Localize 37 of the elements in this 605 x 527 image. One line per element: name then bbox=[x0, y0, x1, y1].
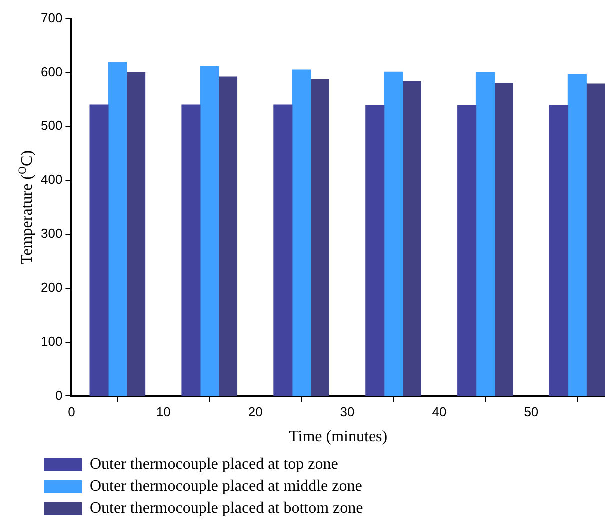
bar bbox=[458, 105, 477, 396]
bar bbox=[182, 104, 201, 396]
y-tick-label: 600 bbox=[40, 64, 63, 80]
y-tick-label: 0 bbox=[55, 388, 63, 403]
y-tick-label: 200 bbox=[40, 280, 63, 295]
bar bbox=[274, 104, 293, 396]
bar bbox=[384, 72, 404, 396]
x-tick-label: 0 bbox=[68, 404, 76, 420]
y-axis-title: Temperature (OC) bbox=[16, 150, 36, 264]
x-tick-label: 40 bbox=[432, 404, 447, 420]
legend-label: Outer thermocouple placed at middle zone bbox=[90, 478, 362, 496]
x-axis-title: Time (minutes) bbox=[289, 428, 388, 446]
bar bbox=[200, 66, 220, 396]
x-tick-label: 10 bbox=[156, 404, 171, 420]
bar bbox=[476, 72, 495, 396]
bar bbox=[366, 105, 385, 396]
bar bbox=[218, 76, 238, 396]
bar bbox=[402, 82, 422, 396]
legend-label: Outer thermocouple placed at top zone bbox=[90, 456, 338, 474]
y-tick-label: 400 bbox=[40, 172, 63, 188]
bar bbox=[550, 105, 569, 396]
bar bbox=[108, 62, 128, 396]
bar bbox=[126, 72, 146, 396]
x-tick-label: 50 bbox=[524, 404, 539, 420]
bar bbox=[568, 74, 587, 396]
x-tick-label: 30 bbox=[340, 404, 355, 420]
x-tick-label: 20 bbox=[248, 404, 263, 420]
y-tick-label: 700 bbox=[40, 10, 63, 26]
bar bbox=[90, 104, 109, 396]
legend-label: Outer thermocouple placed at bottom zone bbox=[90, 500, 364, 518]
bar bbox=[586, 84, 605, 396]
y-tick-label: 500 bbox=[40, 118, 63, 134]
y-tick-label: 300 bbox=[40, 226, 63, 242]
bar bbox=[292, 70, 312, 396]
y-tick-label: 100 bbox=[40, 334, 63, 349]
bar bbox=[310, 79, 330, 396]
bar bbox=[494, 83, 514, 396]
